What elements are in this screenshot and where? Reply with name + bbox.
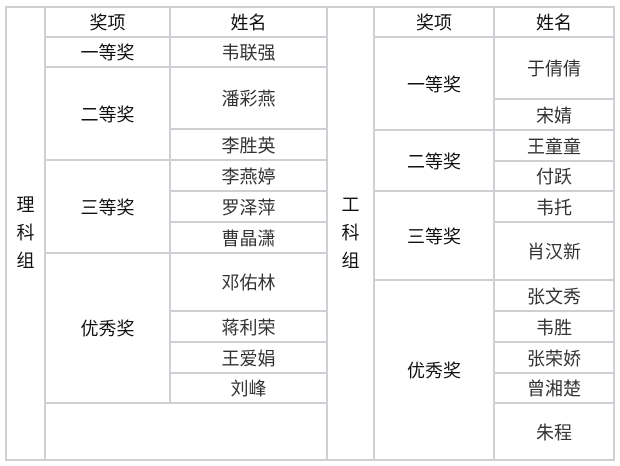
- name-cell: 宋婧: [493, 98, 615, 131]
- header-name: 姓名: [493, 6, 615, 38]
- group-label-science: 理 科 组: [5, 6, 46, 461]
- award-cell: 二等奖: [44, 66, 171, 161]
- name-cell: 蒋利荣: [169, 310, 328, 343]
- award-cell: 优秀奖: [44, 252, 171, 404]
- name-cell: 潘彩燕: [169, 66, 328, 130]
- name-cell: 张文秀: [493, 279, 615, 312]
- empty-cell: [44, 402, 328, 461]
- header-award: 奖项: [373, 6, 495, 38]
- name-cell: 朱程: [493, 402, 615, 461]
- name-cell: 韦托: [493, 190, 615, 223]
- name-cell: 王童童: [493, 129, 615, 162]
- header-award: 奖项: [44, 6, 171, 38]
- name-cell: 曾湘楚: [493, 372, 615, 404]
- group-char: 组: [341, 250, 360, 272]
- name-cell: 于倩倩: [493, 36, 615, 100]
- award-cell: 二等奖: [373, 129, 495, 192]
- group-label-engineering: 工 科 组: [326, 6, 375, 461]
- group-char: 科: [16, 222, 35, 244]
- name-cell: 李胜英: [169, 128, 328, 161]
- name-cell: 王爱娟: [169, 341, 328, 374]
- name-cell: 刘峰: [169, 372, 328, 404]
- award-cell: 三等奖: [44, 159, 171, 254]
- name-cell: 韦联强: [169, 36, 328, 68]
- award-cell: 优秀奖: [373, 279, 495, 461]
- group-char: 工: [341, 194, 360, 216]
- group-char: 组: [16, 250, 35, 272]
- group-char: 理: [16, 194, 35, 216]
- name-cell: 韦胜: [493, 310, 615, 343]
- name-cell: 肖汉新: [493, 221, 615, 281]
- name-cell: 付跃: [493, 160, 615, 192]
- award-cell: 三等奖: [373, 190, 495, 281]
- name-cell: 张荣娇: [493, 341, 615, 374]
- award-cell: 一等奖: [44, 36, 171, 68]
- group-char: 科: [341, 222, 360, 244]
- name-cell: 罗泽萍: [169, 190, 328, 223]
- header-name: 姓名: [169, 6, 328, 38]
- award-cell: 一等奖: [373, 36, 495, 131]
- name-cell: 邓佑林: [169, 252, 328, 312]
- name-cell: 曹晶潇: [169, 221, 328, 254]
- name-cell: 李燕婷: [169, 159, 328, 192]
